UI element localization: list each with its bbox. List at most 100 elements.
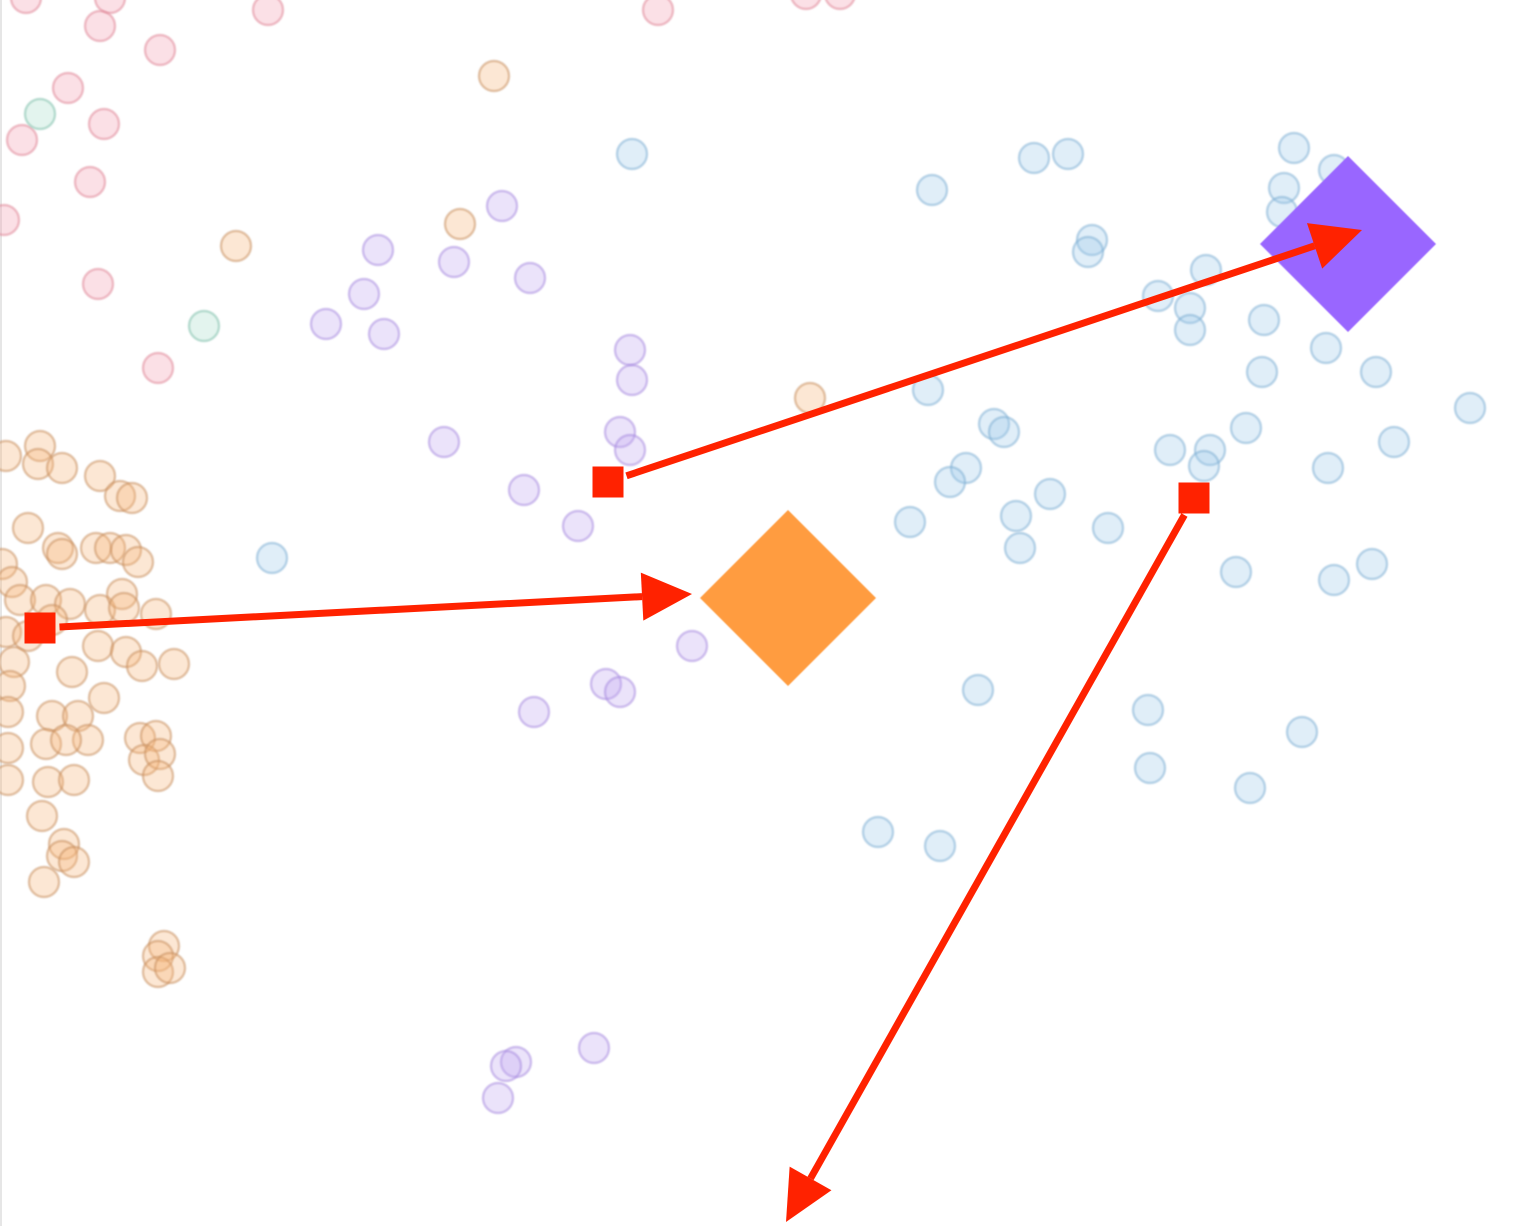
purple-point — [347, 277, 381, 311]
purple-point — [613, 433, 647, 467]
orange-point — [125, 649, 159, 683]
teal-point — [187, 309, 221, 343]
blue-point — [999, 499, 1033, 533]
pink-point — [81, 267, 115, 301]
pink-point — [141, 351, 175, 385]
orange-point — [115, 481, 149, 515]
left-border — [0, 0, 2, 1226]
blue-point — [1033, 477, 1067, 511]
purple-point — [489, 1049, 523, 1083]
purple-point — [481, 1081, 515, 1115]
purple-point — [517, 695, 551, 729]
blue-point — [1229, 411, 1263, 445]
blue-point — [1131, 693, 1165, 727]
blue-point — [987, 415, 1021, 449]
blue-point — [1173, 313, 1207, 347]
purple-point — [437, 245, 471, 279]
orange-point — [81, 629, 115, 663]
pink-point — [790, 0, 822, 11]
blue-point — [1133, 751, 1167, 785]
blue-point — [1311, 451, 1345, 485]
pink-point — [0, 203, 21, 237]
arrow-left-to-orange-tail-marker — [24, 612, 56, 644]
orange-point — [83, 459, 117, 493]
orange-centroid — [700, 510, 876, 686]
pink-point — [824, 0, 856, 11]
orange-point — [49, 723, 83, 757]
arrow-center-to-purple-shaft — [625, 242, 1316, 480]
blue-point — [961, 673, 995, 707]
orange-point — [0, 731, 25, 765]
arrow-left-to-orange — [24, 572, 692, 644]
arrow-left-to-orange-shaft — [59, 593, 643, 631]
purple-point — [561, 509, 595, 543]
blue-point — [1219, 555, 1253, 589]
blue-point — [1233, 771, 1267, 805]
orange-point — [87, 681, 121, 715]
orange-point — [27, 865, 61, 899]
arrow-center-to-purple-head — [1306, 223, 1362, 269]
arrow-right-to-bottom-head — [786, 1166, 832, 1222]
orange-point — [157, 647, 191, 681]
arrow-center-to-purple-tail-marker — [592, 466, 624, 498]
blue-point — [255, 541, 289, 575]
orange-point — [443, 207, 477, 241]
purple-centroid — [1260, 156, 1436, 332]
purple-point — [507, 473, 541, 507]
blue-point — [1453, 391, 1487, 425]
teal-point — [23, 97, 57, 131]
purple-point — [427, 425, 461, 459]
pink-point — [83, 9, 117, 43]
blue-point — [1091, 511, 1125, 545]
blue-point — [615, 137, 649, 171]
blue-point — [923, 829, 957, 863]
purple-point — [613, 333, 647, 367]
orange-point — [0, 695, 25, 729]
blue-point — [1355, 547, 1389, 581]
blue-point — [1309, 331, 1343, 365]
purple-point — [367, 317, 401, 351]
pink-point — [143, 33, 177, 67]
blue-point — [1187, 449, 1221, 483]
orange-point — [45, 537, 79, 571]
pink-point — [641, 0, 675, 27]
arrow-center-to-purple — [592, 223, 1362, 498]
pink-point — [87, 107, 121, 141]
purple-point — [309, 307, 343, 341]
arrows-layer — [24, 223, 1362, 1222]
arrow-right-to-bottom — [786, 482, 1210, 1222]
arrow-right-to-bottom-shaft — [807, 513, 1188, 1181]
blue-point — [915, 173, 949, 207]
pink-point — [5, 123, 39, 157]
blue-point — [1017, 141, 1051, 175]
pink-point — [251, 0, 285, 27]
blue-point — [1245, 355, 1279, 389]
blue-point — [1359, 355, 1393, 389]
orange-point — [57, 845, 91, 879]
orange-point — [121, 545, 155, 579]
orange-point — [477, 59, 511, 93]
orange-point — [107, 591, 141, 625]
blue-point — [1071, 235, 1105, 269]
blue-point — [1247, 303, 1281, 337]
orange-point — [219, 229, 253, 263]
orange-point — [141, 759, 175, 793]
blue-point — [1003, 531, 1037, 565]
orange-point — [153, 951, 187, 985]
purple-point — [485, 189, 519, 223]
purple-point — [361, 233, 395, 267]
orange-point — [11, 511, 45, 545]
pink-point — [51, 71, 85, 105]
blue-point — [1153, 433, 1187, 467]
blue-point — [933, 465, 967, 499]
pink-point — [73, 165, 107, 199]
blue-point — [1317, 563, 1351, 597]
centroids-layer — [700, 156, 1436, 686]
pink-point — [9, 0, 43, 15]
blue-point — [1377, 425, 1411, 459]
purple-point — [513, 261, 547, 295]
blue-point — [1285, 715, 1319, 749]
orange-point — [0, 439, 23, 473]
